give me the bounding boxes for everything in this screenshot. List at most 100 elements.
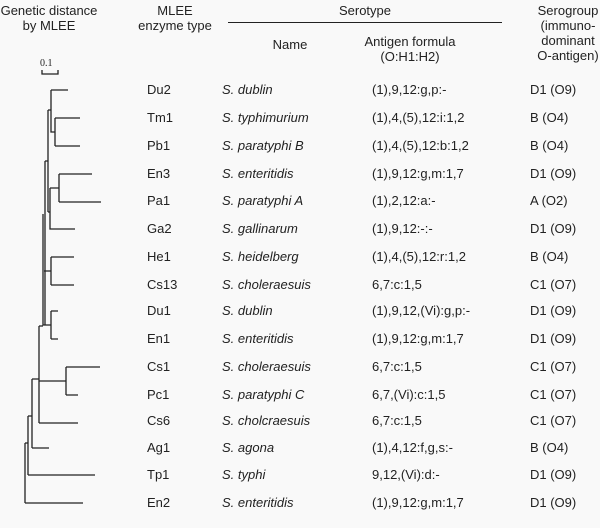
antigen-formula-header: Antigen formula (O:H1:H2) <box>355 34 465 64</box>
serogroup-cell: D1 (O9) <box>530 495 577 510</box>
table-row: Ga2 S. gallinarum (1),9,12:-:- D1 (O9) <box>0 221 600 237</box>
enzyme-type-cell: Cs1 <box>147 359 171 374</box>
enzyme-type-cell: Du2 <box>147 82 171 97</box>
table-row: Cs1 S. choleraesuis 6,7:c:1,5 C1 (O7) <box>0 359 600 375</box>
serotype-name-cell: S. choleraesuis <box>222 359 311 374</box>
serotype-name-cell: S. enteritidis <box>222 166 294 181</box>
antigen-formula-cell: 9,12,(Vi):d:- <box>372 467 440 482</box>
table-row: Pa1 S. paratyphi A (1),2,12:a:- A (O2) <box>0 193 600 209</box>
enzyme-type-cell: Cs13 <box>147 277 178 292</box>
enzyme-type-header-line: MLEE <box>157 3 193 18</box>
antigen-formula-cell: (1),9,12:g,m:1,7 <box>372 495 464 510</box>
enzyme-type-cell: En2 <box>147 495 171 510</box>
antigen-formula-cell: (1),4,(5),12:b:1,2 <box>372 138 469 153</box>
enzyme-type-header-line: enzyme type <box>138 18 212 33</box>
serotype-name-cell: S. agona <box>222 440 275 455</box>
serogroup-cell: B (O4) <box>530 138 569 153</box>
serogroup-cell: D1 (O9) <box>530 303 577 318</box>
enzyme-type-cell: Tm1 <box>147 110 173 125</box>
serotype-name-cell: S. typhimurium <box>222 110 309 125</box>
table-row: He1 S. heidelberg (1),4,(5),12:r:1,2 B (O4) <box>0 249 600 265</box>
serotype-name-cell: S. paratyphi B <box>222 138 304 153</box>
distance-header-line: by MLEE <box>22 18 76 33</box>
table-row: Du1 S. dublin (1),9,12,(Vi):g,p:- D1 (O9) <box>0 303 600 319</box>
serotype-name-cell: S. paratyphi A <box>222 193 304 208</box>
antigen-formula-cell: (1),9,12:g,m:1,7 <box>372 166 464 181</box>
enzyme-type-cell: Pc1 <box>147 387 170 402</box>
antigen-formula-cell: (1),9,12:-:- <box>372 221 433 236</box>
serotype-name-cell: S. choleraesuis <box>222 277 311 292</box>
antigen-formula-cell: (1),4,(5),12:i:1,2 <box>372 110 465 125</box>
serogroup-header: Serogroup (immuno- dominant O-antigen) <box>525 3 600 63</box>
serogroup-cell: C1 (O7) <box>530 277 577 292</box>
serotype-name-cell: S. enteritidis <box>222 331 294 346</box>
serogroup-cell: A (O2) <box>530 193 568 208</box>
serotype-name-cell: S. dublin <box>222 82 273 97</box>
serotype-name-cell: S. dublin <box>222 303 273 318</box>
table-row: En2 S. enteritidis (1),9,12:g,m:1,7 D1 (O9) <box>0 495 600 511</box>
antigen-formula-cell: (1),4,(5),12:r:1,2 <box>372 249 466 264</box>
serogroup-header-line: Serogroup <box>537 3 599 18</box>
antigen-formula-cell: 6,7:c:1,5 <box>372 359 422 374</box>
serogroup-header-line: (immuno- <box>540 18 596 33</box>
serogroup-cell: B (O4) <box>530 249 569 264</box>
serogroup-header-line: dominant <box>541 33 595 48</box>
antigen-formula-cell: (1),9,12,(Vi):g,p:- <box>372 303 471 318</box>
serogroup-cell: C1 (O7) <box>530 359 577 374</box>
table-row: Pc1 S. paratyphi C 6,7,(Vi):c:1,5 C1 (O7) <box>0 387 600 403</box>
enzyme-type-cell: Pb1 <box>147 138 171 153</box>
table-row: Tp1 S. typhi 9,12,(Vi):d:- D1 (O9) <box>0 467 600 483</box>
dendrogram-branches <box>24 89 101 504</box>
table-row: Du2 S. dublin (1),9,12:g,p:- D1 (O9) <box>0 82 600 98</box>
enzyme-type-cell: En3 <box>147 166 171 181</box>
table-row: Cs6 S. cholcraesuis 6,7:c:1,5 C1 (O7) <box>0 413 600 429</box>
serogroup-header-line: O-antigen) <box>537 48 599 63</box>
antigen-formula-cell: (1),2,12:a:- <box>372 193 436 208</box>
table-row: Tm1 S. typhimurium (1),4,(5),12:i:1,2 B (O4… <box>0 110 600 126</box>
antigen-formula-header-line: (O:H1:H2) <box>380 49 440 64</box>
serotype-name-cell: S. typhi <box>222 467 266 482</box>
serogroup-cell: C1 (O7) <box>530 413 577 428</box>
serogroup-cell: B (O4) <box>530 440 569 455</box>
enzyme-type-cell: He1 <box>147 249 171 264</box>
antigen-formula-cell: (1),4,12:f,g,s:- <box>372 440 453 455</box>
table-row: Pb1 S. paratyphi B (1),4,(5),12:b:1,2 B (O4… <box>0 138 600 154</box>
scale-bar-label: 0.1 <box>40 58 53 69</box>
antigen-formula-cell: (1),9,12:g,p:- <box>372 82 447 97</box>
serotype-header: Serotype <box>338 3 392 18</box>
table-row: Ag1 S. agona (1),4,12:f,g,s:- B (O4) <box>0 440 600 456</box>
name-header: Name <box>272 37 308 52</box>
enzyme-type-cell: Tp1 <box>147 467 170 482</box>
antigen-formula-cell: 6,7,(Vi):c:1,5 <box>372 387 446 402</box>
serotype-divider <box>228 22 502 23</box>
serogroup-cell: B (O4) <box>530 110 569 125</box>
serotype-name-cell: S. enteritidis <box>222 495 294 510</box>
antigen-formula-cell: 6,7:c:1,5 <box>372 413 422 428</box>
scale-bar <box>41 70 59 75</box>
serogroup-cell: D1 (O9) <box>530 331 577 346</box>
serotype-name-cell: S. gallinarum <box>222 221 298 236</box>
enzyme-type-cell: Pa1 <box>147 193 171 208</box>
serotype-name-cell: S. heidelberg <box>222 249 299 264</box>
enzyme-type-header: MLEE enzyme type <box>125 3 225 33</box>
enzyme-type-cell: Du1 <box>147 303 171 318</box>
serogroup-cell: D1 (O9) <box>530 166 577 181</box>
enzyme-type-cell: Ga2 <box>147 221 172 236</box>
antigen-formula-cell: (1),9,12:g,m:1,7 <box>372 331 464 346</box>
table-row: En3 S. enteritidis (1),9,12:g,m:1,7 D1 (O9) <box>0 166 600 182</box>
enzyme-type-cell: En1 <box>147 331 171 346</box>
antigen-formula-header-line: Antigen formula <box>364 34 456 49</box>
serogroup-cell: D1 (O9) <box>530 467 577 482</box>
distance-header-line: Genetic distance <box>0 3 98 18</box>
table-row: Cs13 S. choleraesuis 6,7:c:1,5 C1 (O7) <box>0 277 600 293</box>
enzyme-type-cell: Cs6 <box>147 413 171 428</box>
serogroup-cell: D1 (O9) <box>530 82 577 97</box>
serogroup-cell: C1 (O7) <box>530 387 577 402</box>
table-row: En1 S. enteritidis (1),9,12:g,m:1,7 D1 (O9) <box>0 331 600 347</box>
serogroup-cell: D1 (O9) <box>530 221 577 236</box>
antigen-formula-cell: 6,7:c:1,5 <box>372 277 422 292</box>
distance-header: Genetic distance by MLEE <box>0 3 98 33</box>
serotype-name-cell: S. cholcraesuis <box>222 413 311 428</box>
